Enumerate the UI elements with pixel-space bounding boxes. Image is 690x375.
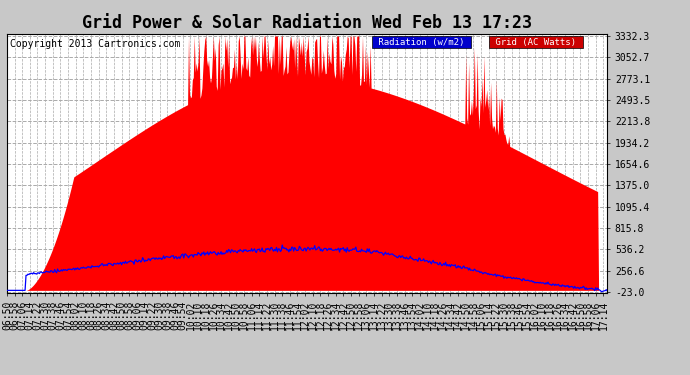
Text: Copyright 2013 Cartronics.com: Copyright 2013 Cartronics.com xyxy=(10,39,180,49)
Text: Radiation (w/m2): Radiation (w/m2) xyxy=(373,38,470,46)
Text: Grid (AC Watts): Grid (AC Watts) xyxy=(490,38,582,46)
Title: Grid Power & Solar Radiation Wed Feb 13 17:23: Grid Power & Solar Radiation Wed Feb 13 … xyxy=(82,14,532,32)
